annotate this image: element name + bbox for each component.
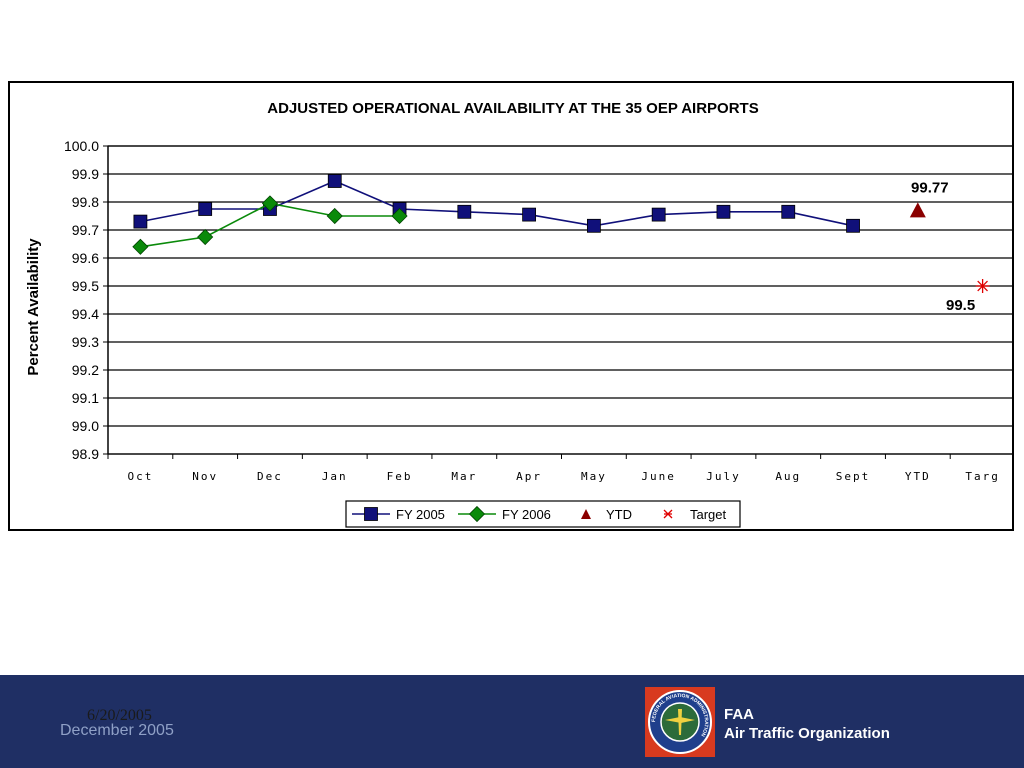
y-tick-label: 99.7: [72, 222, 99, 238]
fy-2005-point: [846, 218, 860, 233]
x-tick-label: Apr: [516, 470, 542, 483]
x-tick-label: Feb: [387, 470, 413, 483]
series: [132, 174, 990, 293]
fy-2005-point: [586, 218, 601, 233]
chart-svg: ADJUSTED OPERATIONAL AVAILABILITY AT THE…: [25, 100, 1012, 528]
fy-2005-line: [140, 180, 854, 227]
x-tick-label: Nov: [192, 470, 218, 483]
org-line-1: FAA: [724, 706, 754, 723]
y-tick-labels: 98.9 99.0 99.1 99.2 99.3 99.4 99.5 99.6 99.7 99.8…: [64, 138, 99, 462]
legend-marker-ytd: [581, 509, 591, 519]
fy-2006-point: [326, 207, 343, 225]
x-tick-label: Aug: [775, 470, 801, 483]
y-tick-label: 100.0: [64, 138, 99, 154]
legend-label-target: Target: [690, 507, 727, 522]
data-label: 99.77: [911, 179, 949, 196]
fy-2006-point: [197, 228, 214, 246]
y-tick-label: 98.9: [72, 446, 99, 462]
faa-seal-logo: FEDERAL AVIATION ADMINISTRATION: [645, 687, 715, 757]
fy-2005-point: [327, 174, 342, 188]
axes: [103, 145, 951, 459]
data-label: 99.5: [946, 297, 975, 314]
x-tick-label: Sept: [836, 470, 871, 483]
x-tick-label: Targ: [965, 470, 1000, 483]
ytd-point: [909, 202, 926, 218]
fy-2005-point: [133, 214, 148, 229]
footer-bar: December 2005 6/20/2005 FEDERAL AVIATION…: [0, 675, 1024, 768]
y-tick-label: 99.8: [72, 194, 99, 210]
legend-marker-target: [663, 509, 673, 519]
y-tick-label: 99.6: [72, 250, 99, 266]
x-tick-label: Oct: [127, 470, 153, 483]
x-tick-label: June: [641, 470, 676, 483]
x-tick-label: Mar: [451, 470, 477, 483]
footer-date-overlay: 6/20/2005: [87, 707, 152, 724]
x-tick-label: May: [581, 470, 607, 483]
org-line-2: Air Traffic Organization: [724, 725, 890, 742]
gridlines: [107, 145, 1012, 455]
legend-marker-fy-2005: [364, 507, 378, 521]
legend-label-fy-2005: FY 2005: [396, 507, 445, 522]
fy-2005-point: [781, 204, 796, 219]
chart-title: ADJUSTED OPERATIONAL AVAILABILITY AT THE…: [267, 100, 758, 117]
y-tick-label: 99.9: [72, 166, 99, 182]
y-tick-label: 99.3: [72, 334, 99, 350]
fy-2005-point: [716, 204, 731, 219]
fy-2005-point: [651, 207, 666, 222]
fy-2005-point: [457, 204, 472, 219]
fy-2005-point: [522, 207, 537, 222]
y-tick-label: 99.4: [72, 306, 99, 322]
y-tick-label: 99.2: [72, 362, 99, 378]
x-tick-label: Jan: [322, 470, 348, 483]
footer-date: December 2005: [60, 722, 174, 739]
legend-label-ytd: YTD: [606, 507, 632, 522]
target-point: [975, 279, 990, 293]
legend: FY 2005 FY 2006 YTD Target: [345, 500, 741, 528]
y-tick-label: 99.0: [72, 418, 99, 434]
x-tick-label: July: [706, 470, 741, 483]
legend-box: [345, 500, 741, 528]
plot-area: [107, 145, 1012, 455]
chart-frame: ADJUSTED OPERATIONAL AVAILABILITY AT THE…: [8, 81, 1014, 531]
x-tick-labels: Oct Nov Dec Jan Feb Mar Apr May June July Aug Sept Y…: [127, 470, 1000, 483]
data-annotations: 99.77 99.5: [911, 179, 975, 314]
fy-2005-point: [198, 202, 213, 216]
fy-2006-point: [261, 195, 279, 212]
y-axis-label: Percent Availability: [25, 238, 42, 376]
legend-marker-fy-2006: [468, 505, 486, 523]
org-name: FAA Air Traffic Organization: [724, 705, 890, 743]
x-tick-label: YTD: [905, 470, 931, 483]
x-tick-label: Dec: [257, 470, 283, 483]
fy-2006-point: [391, 207, 408, 225]
legend-label-fy-2006: FY 2006: [502, 507, 551, 522]
y-tick-label: 99.5: [72, 278, 99, 294]
fy-2006-point: [132, 238, 149, 255]
y-tick-label: 99.1: [72, 390, 99, 406]
